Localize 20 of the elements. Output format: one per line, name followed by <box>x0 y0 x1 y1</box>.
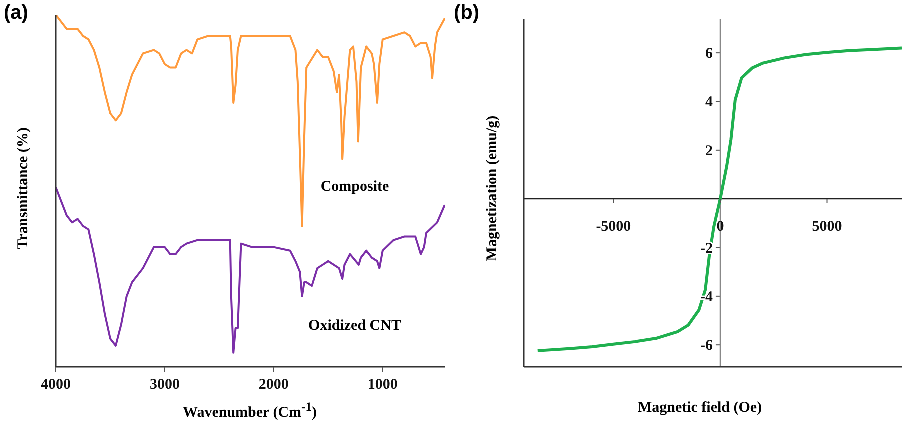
chart-title: (a) <box>4 2 28 25</box>
y-tick-label: -6 <box>700 338 714 354</box>
y-tick-label: 2 <box>705 143 713 160</box>
y-tick-label: 6 <box>705 46 714 62</box>
x-axis-title: Magnetic field (Oe) <box>636 400 764 417</box>
x-axis-title: Wavenumber (Cm$^{-1}$) <box>182 400 318 422</box>
x-tick-label: 5000 <box>812 219 842 236</box>
y-axis-title: Magnetization (emu/g) <box>484 114 502 264</box>
series-label: Oxidized CNT <box>308 318 402 335</box>
x-tick-label: 1000 <box>368 377 398 393</box>
chart-title: (b) <box>454 2 480 25</box>
x-tick-label: 4000 <box>41 377 71 393</box>
y-axis-title: Transmittance (%) <box>16 126 32 252</box>
y-tick-label: 4 <box>705 94 714 111</box>
x-tick-label: 3000 <box>150 377 180 393</box>
x-tick-label: 0 <box>716 219 724 236</box>
line-series <box>536 46 902 352</box>
x-tick-label: 2000 <box>258 377 289 393</box>
x-tick-label: -5000 <box>596 219 632 236</box>
series-label: Composite <box>320 179 390 196</box>
